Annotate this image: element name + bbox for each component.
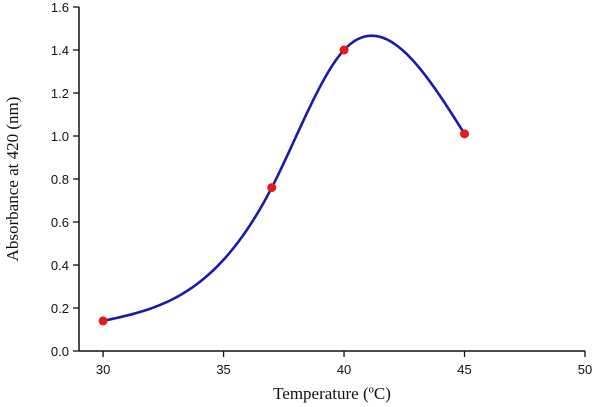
y-tick-label: 0.6 <box>51 215 69 230</box>
y-tick-label: 0.2 <box>51 301 69 316</box>
y-tick-label: 1.2 <box>51 86 69 101</box>
y-tick-label: 0.0 <box>51 344 69 359</box>
x-tick-label: 40 <box>337 362 351 377</box>
y-tick-label: 1.6 <box>51 0 69 15</box>
x-tick-label: 30 <box>96 362 110 377</box>
x-tick-label: 45 <box>457 362 471 377</box>
data-point-marker <box>339 45 349 55</box>
series-curve <box>102 34 466 323</box>
y-tick-label: 1.4 <box>51 43 69 58</box>
y-axis-label: Absorbance at 420 (nm) <box>3 97 22 262</box>
x-tick-label: 35 <box>216 362 230 377</box>
data-markers <box>98 45 470 326</box>
y-tick-label: 0.4 <box>51 258 69 273</box>
data-point-marker <box>267 183 277 193</box>
x-axis-label: Temperature (ºC) <box>273 384 391 403</box>
data-point-marker <box>460 129 470 139</box>
y-tick-label: 0.8 <box>51 172 69 187</box>
y-axis-ticks: 0.0 0.2 0.4 0.6 0.8 1.0 1.2 1.4 1.6 <box>51 0 79 359</box>
y-tick-label: 1.0 <box>51 129 69 144</box>
x-tick-label: 50 <box>578 362 592 377</box>
x-axis-ticks: 30 35 40 45 50 <box>96 351 592 377</box>
data-point-marker <box>98 316 108 326</box>
